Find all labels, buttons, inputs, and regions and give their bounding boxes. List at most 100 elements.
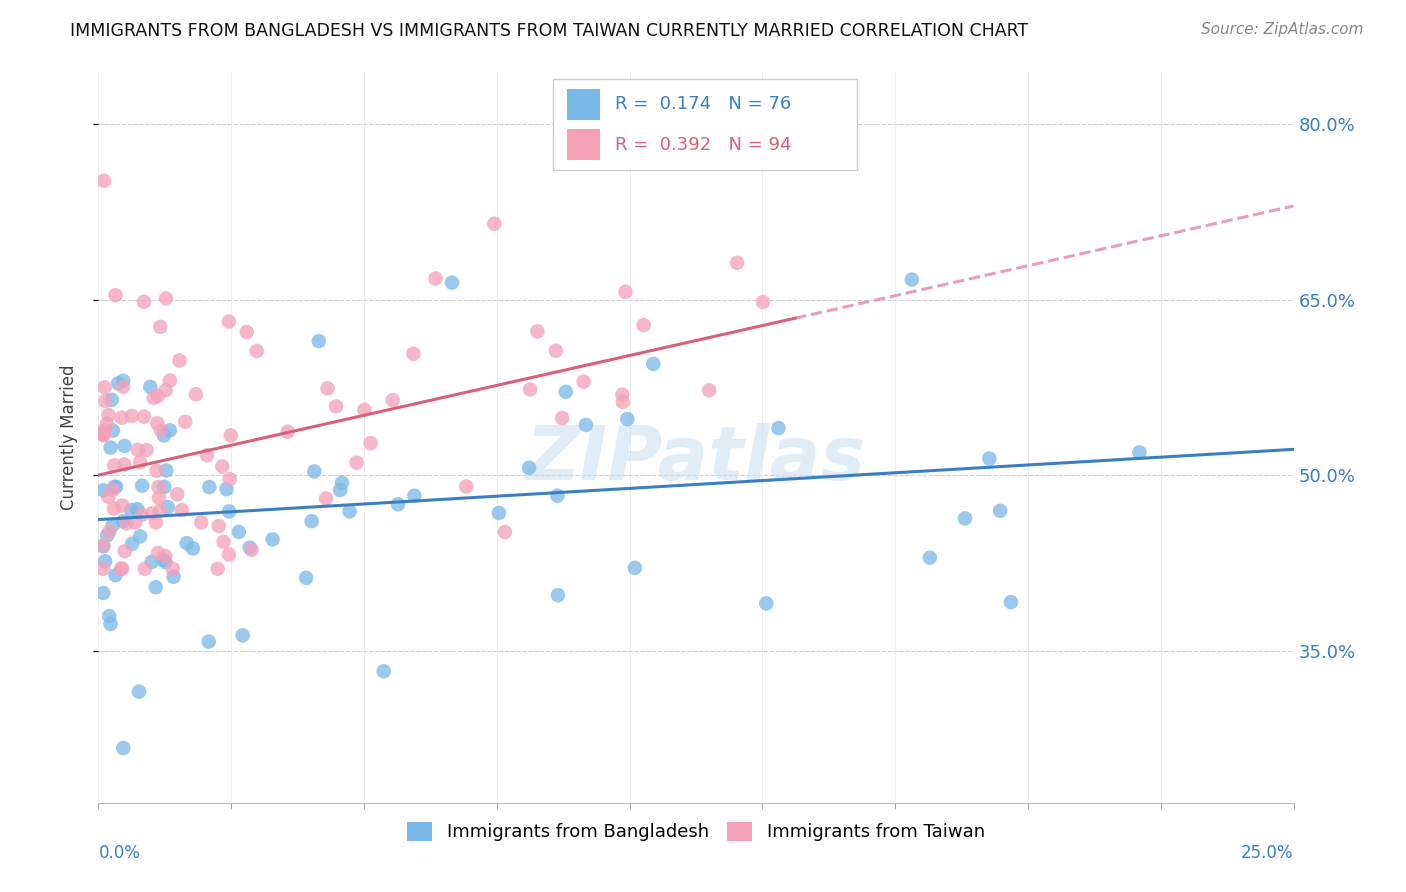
Point bbox=[112, 514, 135, 528]
Point bbox=[174, 415, 197, 429]
Point bbox=[546, 489, 568, 503]
Point bbox=[111, 562, 134, 576]
Point bbox=[98, 609, 121, 624]
Point bbox=[387, 497, 409, 511]
Point bbox=[146, 546, 169, 560]
Point bbox=[572, 375, 595, 389]
Point bbox=[142, 391, 165, 405]
Point bbox=[979, 451, 1001, 466]
Point bbox=[190, 516, 212, 530]
Point bbox=[295, 571, 318, 585]
Point bbox=[98, 524, 121, 539]
Point bbox=[131, 508, 153, 522]
Point bbox=[111, 410, 134, 425]
Point bbox=[134, 562, 156, 576]
Point bbox=[132, 294, 155, 309]
FancyBboxPatch shape bbox=[567, 89, 600, 120]
Point bbox=[425, 271, 447, 285]
Point bbox=[262, 533, 284, 547]
FancyBboxPatch shape bbox=[567, 129, 600, 160]
Point bbox=[195, 448, 218, 462]
Point bbox=[159, 374, 181, 388]
Point bbox=[152, 553, 174, 567]
Point bbox=[146, 389, 169, 403]
Point bbox=[127, 442, 149, 457]
Text: R =  0.392   N = 94: R = 0.392 N = 94 bbox=[614, 136, 792, 153]
Point bbox=[96, 417, 118, 431]
Point bbox=[551, 411, 574, 425]
Point bbox=[141, 555, 163, 569]
Point bbox=[402, 347, 425, 361]
Point bbox=[208, 519, 231, 533]
Point bbox=[752, 295, 775, 310]
Point bbox=[612, 387, 634, 401]
Point bbox=[360, 436, 382, 450]
Point bbox=[127, 502, 149, 516]
Point bbox=[91, 586, 114, 600]
Point bbox=[988, 504, 1011, 518]
Point bbox=[232, 628, 254, 642]
Point bbox=[112, 458, 135, 472]
Point bbox=[105, 480, 128, 494]
Point bbox=[93, 174, 115, 188]
Point bbox=[616, 412, 638, 426]
Point bbox=[91, 562, 114, 576]
Point bbox=[159, 423, 181, 437]
Point bbox=[277, 425, 299, 439]
Point bbox=[308, 334, 330, 348]
Point bbox=[198, 480, 221, 494]
Point bbox=[301, 514, 323, 528]
Point bbox=[170, 503, 193, 517]
Point bbox=[456, 479, 478, 493]
Point bbox=[128, 684, 150, 698]
Point bbox=[155, 464, 177, 478]
Point bbox=[96, 528, 118, 542]
Point bbox=[107, 376, 129, 391]
Point bbox=[101, 424, 124, 438]
Point bbox=[121, 537, 143, 551]
Point bbox=[218, 548, 240, 562]
Point bbox=[135, 443, 157, 458]
Point bbox=[120, 503, 142, 517]
Point bbox=[330, 475, 353, 490]
Point bbox=[93, 424, 115, 438]
Point bbox=[103, 480, 125, 494]
Point bbox=[211, 459, 233, 474]
Text: ZIPatlas: ZIPatlas bbox=[526, 423, 866, 496]
Point bbox=[121, 409, 143, 423]
Point bbox=[112, 380, 135, 394]
Point bbox=[149, 423, 172, 437]
Point bbox=[544, 343, 567, 358]
Y-axis label: Currently Married: Currently Married bbox=[59, 364, 77, 510]
Point bbox=[112, 741, 135, 756]
Point bbox=[149, 319, 172, 334]
Point bbox=[547, 588, 569, 602]
Point bbox=[153, 428, 176, 442]
Point bbox=[218, 472, 240, 486]
Point bbox=[112, 374, 135, 388]
Point bbox=[184, 387, 207, 401]
Point bbox=[219, 428, 242, 442]
Point bbox=[131, 478, 153, 492]
Point bbox=[304, 465, 326, 479]
Point bbox=[215, 482, 238, 496]
Point bbox=[145, 464, 167, 478]
Point bbox=[94, 394, 117, 409]
Point bbox=[145, 580, 167, 594]
Point bbox=[725, 256, 748, 270]
Point bbox=[494, 524, 516, 539]
Point bbox=[373, 665, 395, 679]
Point bbox=[100, 616, 122, 631]
Point bbox=[91, 538, 114, 552]
Point bbox=[488, 506, 510, 520]
FancyBboxPatch shape bbox=[553, 78, 858, 170]
Point bbox=[181, 541, 204, 556]
Point bbox=[768, 421, 790, 435]
Text: Source: ZipAtlas.com: Source: ZipAtlas.com bbox=[1201, 22, 1364, 37]
Point bbox=[623, 561, 645, 575]
Point bbox=[228, 524, 250, 539]
Point bbox=[517, 460, 540, 475]
Point bbox=[918, 550, 941, 565]
Point bbox=[346, 456, 368, 470]
Point bbox=[148, 491, 170, 505]
